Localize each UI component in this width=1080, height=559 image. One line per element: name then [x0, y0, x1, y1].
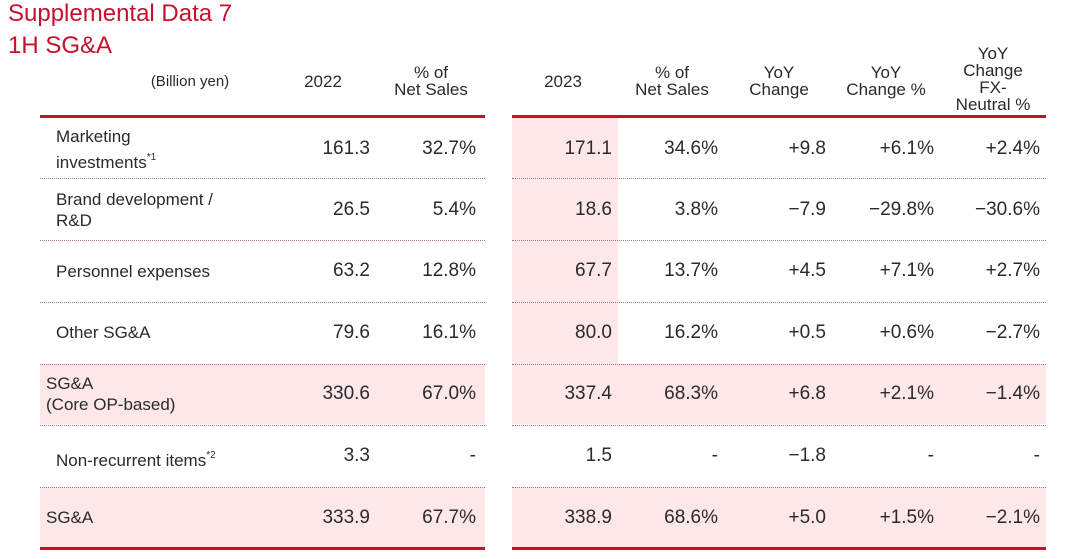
cell-yoy-fx-neutral: −30.6%: [975, 199, 1040, 220]
footnote-marker: *1: [146, 152, 157, 163]
cell-yoy-change-pct: -: [927, 445, 934, 466]
cell-2022-value: 333.9: [322, 507, 370, 528]
cell-2023-value: 80.0: [575, 322, 612, 343]
cell-2023-value: 18.6: [575, 199, 612, 220]
cell-yoy-fx-neutral: −2.1%: [985, 507, 1040, 528]
table-top-rule-left: [40, 115, 485, 118]
cell-yoy-fx-neutral: −1.4%: [985, 383, 1040, 404]
row-label-other-sga: Other SG&A: [56, 323, 151, 342]
row-highlight-core-sga-right: [512, 364, 1046, 424]
cell-yoy-change-pct: −29.8%: [869, 199, 934, 220]
page-title: Supplemental Data 7: [8, 0, 233, 27]
cell-2023-value: 338.9: [564, 507, 612, 528]
cell-yoy-change: −7.9: [788, 199, 826, 220]
row-label-marketing-investments: Marketing investments*1: [56, 127, 157, 172]
cell-yoy-change: +5.0: [788, 507, 826, 528]
row-label-personnel-expenses: Personnel expenses: [56, 262, 211, 281]
cell-yoy-change: +6.8: [788, 383, 826, 404]
cell-2022-pct: -: [469, 445, 476, 466]
cell-2023-pct: -: [711, 445, 718, 466]
cell-2023-value: 67.7: [575, 260, 612, 281]
row-divider: [512, 302, 1046, 303]
row-divider: [40, 487, 485, 488]
row-divider: [512, 364, 1046, 365]
cell-yoy-fx-neutral: +2.4%: [985, 138, 1040, 159]
cell-2023-value: 171.1: [564, 138, 612, 159]
cell-2022-value: 161.3: [322, 138, 370, 159]
row-highlight-sga: [40, 487, 485, 547]
cell-2023-value: 1.5: [585, 445, 612, 466]
cell-2023-pct: 13.7%: [664, 260, 718, 281]
row-divider: [40, 178, 485, 179]
cell-2022-value: 26.5: [333, 199, 370, 220]
header-yoy-change-pct: YoY Change %: [846, 63, 926, 99]
table-bottom-rule-left: [40, 547, 485, 550]
header-pct-2022: % of Net Sales: [394, 63, 468, 99]
header-yoy-change: YoY Change: [749, 63, 809, 99]
cell-2022-value: 3.3: [343, 445, 370, 466]
cell-2023-pct: 34.6%: [664, 138, 718, 159]
unit-label: (Billion yen): [150, 73, 230, 90]
page-subtitle: 1H SG&A: [8, 32, 113, 59]
row-highlight-core-sga: [40, 364, 485, 424]
header-2022: 2022: [304, 72, 342, 91]
cell-2023-value: 337.4: [564, 383, 612, 404]
cell-2022-value: 79.6: [333, 322, 370, 343]
cell-2022-pct: 16.1%: [422, 322, 476, 343]
cell-2023-pct: 68.3%: [664, 383, 718, 404]
cell-2023-pct: 3.8%: [674, 199, 718, 220]
cell-2022-pct: 67.0%: [422, 383, 476, 404]
row-label-sga-core-op: SG&A (Core OP-based): [46, 374, 176, 414]
footnote-marker: *2: [206, 450, 216, 461]
cell-2022-pct: 67.7%: [422, 507, 476, 528]
cell-2023-pct: 16.2%: [664, 322, 718, 343]
cell-yoy-change: +0.5: [788, 322, 826, 343]
cell-yoy-change: −1.8: [788, 445, 826, 466]
cell-yoy-change-pct: +6.1%: [879, 138, 934, 159]
row-divider: [40, 240, 485, 241]
header-pct-2023: % of Net Sales: [635, 63, 709, 99]
row-divider: [512, 425, 1046, 426]
cell-2022-pct: 12.8%: [422, 260, 476, 281]
cell-yoy-change: +4.5: [788, 260, 826, 281]
row-divider: [40, 302, 485, 303]
cell-yoy-fx-neutral: −2.7%: [985, 322, 1040, 343]
cell-yoy-change-pct: +7.1%: [879, 260, 934, 281]
header-2023: 2023: [544, 72, 582, 91]
cell-2023-pct: 68.6%: [664, 507, 718, 528]
cell-2022-pct: 5.4%: [432, 199, 476, 220]
cell-2022-value: 63.2: [333, 260, 370, 281]
cell-2022-value: 330.6: [322, 383, 370, 404]
table-top-rule-right: [512, 115, 1046, 118]
row-label-non-recurrent-items: Non-recurrent items*2: [56, 450, 216, 470]
row-divider: [40, 364, 485, 365]
row-label-brand-development: Brand development / R&D: [56, 190, 213, 230]
row-divider: [512, 487, 1046, 488]
row-divider: [512, 240, 1046, 241]
cell-yoy-change: +9.8: [788, 138, 826, 159]
cell-yoy-fx-neutral: -: [1033, 445, 1040, 466]
row-divider: [512, 178, 1046, 179]
cell-yoy-change-pct: +2.1%: [879, 383, 934, 404]
table-bottom-rule-right: [512, 547, 1046, 550]
header-yoy-fx-neutral: YoY Change FX- Neutral %: [955, 44, 1031, 114]
cell-yoy-change-pct: +1.5%: [879, 507, 934, 528]
row-highlight-sga-right: [512, 487, 1046, 547]
row-divider: [40, 425, 485, 426]
cell-yoy-change-pct: +0.6%: [879, 322, 934, 343]
row-label-sga-total: SG&A: [46, 508, 94, 527]
cell-yoy-fx-neutral: +2.7%: [985, 260, 1040, 281]
cell-2022-pct: 32.7%: [422, 138, 476, 159]
